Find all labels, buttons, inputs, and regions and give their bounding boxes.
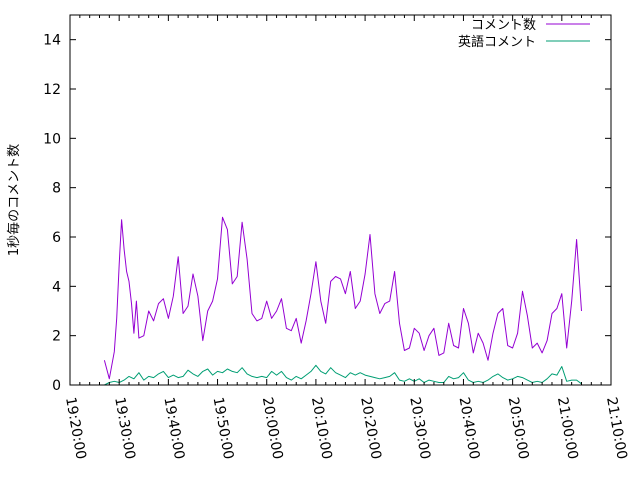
y-tick-label: 10 [43, 131, 61, 147]
y-tick-label: 0 [52, 378, 61, 394]
series-line-2 [104, 364, 582, 386]
y-axis: 0 2 4 6 8 10 12 14 [43, 33, 611, 394]
y-tick-label: 14 [43, 33, 61, 49]
series-layer [103, 216, 582, 386]
y-tick-label: 2 [52, 329, 61, 345]
y-tick-label: 6 [52, 230, 61, 246]
plot-border [69, 14, 612, 386]
y-axis-label: 1秒毎のコメント数 [6, 144, 22, 256]
y-tick-label: 4 [52, 279, 61, 295]
legend-label-series-2: 英語コメント [458, 34, 536, 50]
legend: コメント数 英語コメント [458, 18, 590, 50]
series-line-1 [103, 216, 582, 380]
y-tick-label: 8 [52, 181, 61, 197]
legend-label-series-1: コメント数 [471, 18, 536, 33]
y-tick-label: 12 [43, 82, 61, 98]
